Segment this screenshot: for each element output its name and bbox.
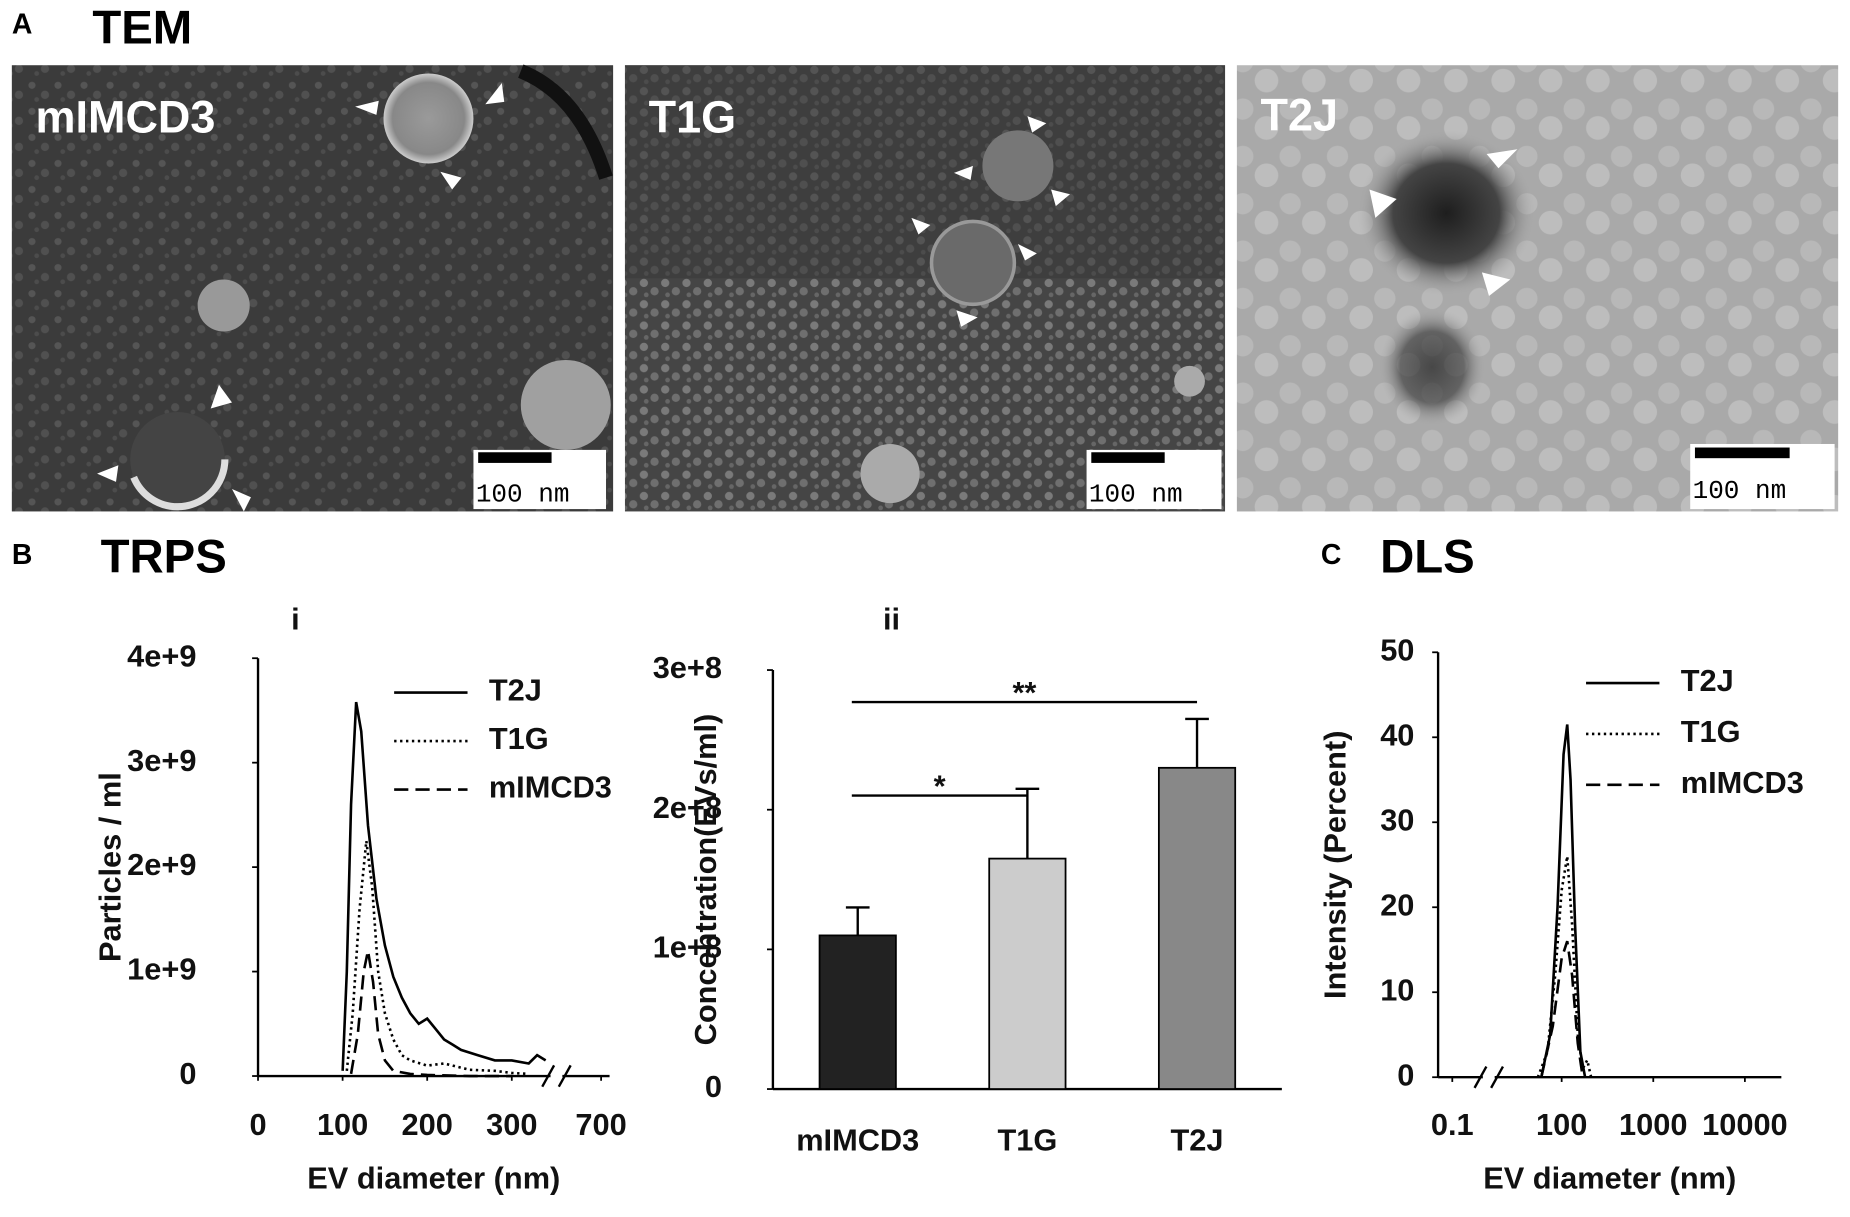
axis-break — [1482, 1072, 1495, 1082]
panel-letter: B — [12, 539, 33, 571]
axis-break — [550, 1071, 563, 1081]
x-tick-label: 700 — [575, 1107, 626, 1142]
y-tick-label: 10 — [1380, 972, 1414, 1007]
y-tick-label: 2e+8 — [653, 790, 722, 825]
x-tick-label: 200 — [402, 1107, 453, 1142]
bar — [818, 934, 897, 1090]
x-tick-label: 10000 — [1702, 1107, 1788, 1142]
x-tick-label: 0.1 — [1431, 1107, 1474, 1142]
axis-break — [1490, 1065, 1504, 1089]
significance-label: * — [934, 769, 946, 804]
y-tick-label: 0 — [1397, 1057, 1414, 1092]
y-tick-label: 1e+8 — [653, 930, 722, 965]
legend-label: T2J — [489, 673, 542, 708]
x-tick-label: 300 — [486, 1107, 537, 1142]
y-tick-label: 30 — [1380, 802, 1414, 837]
legend-label: mIMCD3 — [1681, 765, 1804, 800]
x-tick-label: 100 — [1536, 1107, 1587, 1142]
image-label: T1G — [649, 92, 736, 143]
scale-bar-label: 100 nm — [1693, 476, 1787, 506]
line — [1540, 940, 1585, 1078]
error-bar — [845, 906, 870, 936]
subpanel-label: ii — [883, 602, 900, 637]
image-label: T2J — [1261, 89, 1339, 140]
y-tick-label: 4e+9 — [127, 638, 196, 673]
subpanel-label: i — [291, 602, 300, 637]
panel-title: TEM — [92, 1, 192, 54]
y-tick-label: 20 — [1380, 887, 1414, 922]
image-label: mIMCD3 — [36, 92, 216, 143]
panel-title: DLS — [1380, 530, 1475, 583]
line — [341, 701, 547, 1071]
y-tick-label: 3e+9 — [127, 743, 196, 778]
legend-label: T2J — [1681, 663, 1734, 698]
x-tick-label: 1000 — [1619, 1107, 1687, 1142]
line — [1540, 724, 1587, 1078]
panel-letter: A — [12, 9, 33, 41]
tem-image: mIMCD3 100 nm — [11, 64, 614, 512]
bar — [988, 857, 1067, 1090]
x-tick-label: T2J — [1171, 1122, 1224, 1157]
y-tick-label: 0 — [179, 1056, 196, 1091]
x-axis-label: EV diameter (nm) — [307, 1160, 560, 1195]
panel-title: TRPS — [101, 530, 227, 583]
line — [349, 950, 512, 1078]
error-bar — [1185, 717, 1209, 768]
legend-label: T1G — [489, 721, 549, 756]
significance-label: ** — [1012, 675, 1036, 710]
axis-break — [557, 1064, 572, 1088]
tem-image: T2J 100 nm — [1236, 65, 1839, 512]
scale-bar-label: 100 nm — [476, 480, 570, 510]
y-axis-label: Particles / ml — [93, 772, 128, 962]
x-tick-label: mIMCD3 — [796, 1122, 919, 1157]
y-tick-label: 50 — [1380, 632, 1414, 667]
axis-break — [1473, 1065, 1488, 1089]
x-axis-label: EV diameter (nm) — [1483, 1160, 1736, 1195]
x-tick-label: 0 — [249, 1107, 266, 1142]
error-bar — [1015, 787, 1040, 859]
x-tick-label: T1G — [997, 1122, 1057, 1157]
legend-label: mIMCD3 — [489, 770, 612, 805]
y-axis-label: Concentration(EVs/ml) — [688, 714, 723, 1046]
axis-break — [541, 1064, 556, 1088]
y-tick-label: 0 — [705, 1069, 722, 1104]
line — [1536, 856, 1593, 1078]
bar — [1157, 766, 1237, 1090]
legend-label: T1G — [1681, 714, 1741, 749]
line — [345, 840, 529, 1076]
tem-image: T1G 100 nm — [624, 65, 1226, 512]
y-tick-label: 3e+8 — [653, 650, 722, 685]
y-tick-label: 40 — [1380, 717, 1414, 752]
x-tick-label: 100 — [317, 1107, 368, 1142]
scale-bar-label: 100 nm — [1089, 480, 1183, 510]
panel-letter: C — [1321, 539, 1342, 571]
y-tick-label: 2e+9 — [127, 847, 196, 882]
y-axis-label: Intensity (Percent) — [1318, 731, 1353, 999]
y-tick-label: 1e+9 — [127, 952, 196, 987]
